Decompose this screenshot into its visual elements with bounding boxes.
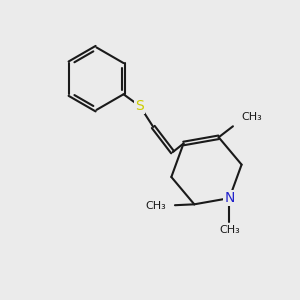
Text: CH₃: CH₃ bbox=[219, 225, 240, 235]
Text: CH₃: CH₃ bbox=[241, 112, 262, 122]
Text: S: S bbox=[136, 99, 144, 113]
Text: CH₃: CH₃ bbox=[145, 201, 166, 211]
Text: N: N bbox=[224, 191, 235, 205]
